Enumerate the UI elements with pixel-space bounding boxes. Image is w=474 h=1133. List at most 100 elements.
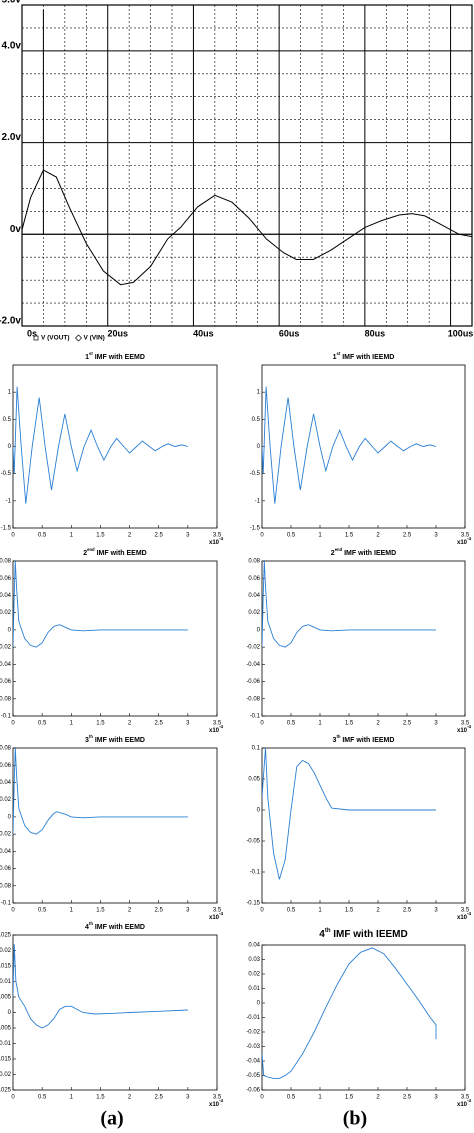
y-tick-label: 2.0v (2, 132, 22, 143)
title-superscript: th (325, 928, 331, 934)
legend-label: V (VIN) (84, 335, 105, 342)
title-ordinal: 1 (85, 354, 89, 361)
y-tick-label: 0 (257, 444, 261, 450)
title-superscript: end (335, 547, 343, 552)
x-tick-label: 0.5 (38, 721, 47, 727)
title-text: IMF with IEEMD (342, 550, 396, 557)
y-tick-label: 0.06 (0, 576, 12, 582)
x-tick-label: 3 (434, 908, 438, 914)
title-text: IMF with IEEMD (340, 354, 394, 361)
title-text: IMF with IEEMD (331, 929, 408, 940)
y-tick-label: -0.04 (246, 1059, 260, 1065)
chart-title: 2end IMF with EEMD (83, 547, 146, 557)
x-tick-label: 1.5 (345, 721, 354, 727)
x-tick-label: 2.5 (155, 533, 164, 539)
chart-title: 1st IMF with IEEMD (333, 351, 395, 361)
multiplier-base: x10 (209, 728, 220, 734)
y-tick-label: 0.02 (248, 610, 260, 616)
y-tick-label: -1.5 (250, 526, 261, 532)
plot-frame (261, 944, 466, 1091)
x-tick-label: 2.5 (155, 721, 164, 727)
multiplier-exponent: -4 (219, 536, 223, 541)
y-tick-label: 0.08 (0, 746, 12, 752)
y-tick-label: 0.04 (248, 593, 260, 599)
y-tick-label: 1 (257, 390, 261, 396)
x-tick-label: 1 (318, 908, 322, 914)
x-tick-label: 0.5 (38, 533, 47, 539)
x-tick-label: 0.5 (287, 1095, 296, 1101)
y-tick-label: 0.03 (248, 957, 260, 963)
y-tick-label: -0.1 (1, 714, 12, 720)
x-tick-label: 1.5 (345, 533, 354, 539)
x-tick-label: 1.5 (345, 1095, 354, 1101)
y-tick-label: -1 (255, 498, 261, 504)
title-text: IMF with EEMD (93, 354, 145, 361)
caption: (b) (343, 1108, 367, 1130)
x-tick-label: 3 (434, 1095, 438, 1101)
x-multiplier: x10-4 (457, 1098, 472, 1107)
x-tick-label: 2 (128, 908, 132, 914)
y-tick-label: 0.02 (0, 948, 12, 954)
x-tick-label: 1.5 (96, 1095, 105, 1101)
x-multiplier: x10-4 (209, 724, 224, 733)
x-tick-label: 3.5 (461, 1095, 470, 1101)
x-tick-label: 2.5 (403, 1095, 412, 1101)
x-tick-label: 3 (434, 721, 438, 727)
title-superscript: th (89, 921, 93, 926)
x-tick-label: 2 (128, 533, 132, 539)
y-tick-label: -0.015 (0, 1057, 12, 1063)
y-tick-label: -0.04 (0, 849, 12, 855)
multiplier-base: x10 (457, 728, 468, 734)
y-tick-label: 0 (257, 1001, 261, 1007)
x-tick-label: 1 (70, 533, 74, 539)
series-line (262, 947, 437, 1079)
y-tick-label: -0.1 (250, 870, 261, 876)
chart-title: 4th IMF with IEEMD (319, 928, 407, 940)
x-tick-label: 1 (318, 721, 322, 727)
x-multiplier: x10-4 (209, 536, 224, 545)
x-tick-label: 2 (376, 533, 380, 539)
multiplier-base: x10 (209, 1102, 220, 1108)
y-tick-label: 0.5 (3, 417, 12, 423)
x-tick-label: 1.5 (96, 908, 105, 914)
series-line (22, 9, 472, 235)
caption: (a) (100, 1108, 123, 1130)
multiplier-base: x10 (209, 540, 220, 546)
chart-title: 1st IMF with EEMD (85, 351, 145, 361)
y-tick-label: 0 (257, 627, 261, 633)
x-tick-label: 0 (11, 533, 15, 539)
x-tick-label: 0 (11, 908, 15, 914)
multiplier-base: x10 (457, 540, 468, 546)
chart-title: 4th IMF with EEMD (85, 921, 145, 931)
y-tick-label: -0.06 (246, 679, 260, 685)
x-tick-label: 3 (186, 533, 190, 539)
x-tick-label: 100us (448, 328, 474, 338)
series-line (13, 748, 188, 835)
y-tick-label: -0.5 (1, 471, 12, 477)
y-tick-label: -0.02 (0, 832, 12, 838)
plot-frame (261, 747, 466, 904)
x-tick-label: 2 (128, 1095, 132, 1101)
title-ordinal: 2 (331, 550, 335, 557)
x-tick-label: 1 (70, 1095, 74, 1101)
y-tick-label: -0.01 (246, 1015, 260, 1021)
y-tick-label: -1 (6, 498, 12, 504)
y-tick-label: -0.02 (0, 1072, 12, 1078)
series-line (13, 561, 188, 648)
y-tick-label: -0.08 (0, 883, 12, 889)
y-tick-label: 0.1 (252, 746, 261, 752)
y-tick-label: -0.02 (0, 645, 12, 651)
x-tick-label: 2.5 (155, 908, 164, 914)
chart-title: 2end IMF with IEEMD (331, 547, 396, 557)
title-superscript: end (87, 547, 95, 552)
x-tick-label: 2.5 (403, 908, 412, 914)
y-tick-label: 5.0v (2, 0, 22, 6)
x-tick-label: 3 (434, 533, 438, 539)
x-tick-label: 3.5 (213, 533, 222, 539)
title-superscript: st (89, 351, 93, 356)
series-line (262, 386, 437, 504)
y-tick-label: 0.08 (248, 559, 260, 565)
x-tick-label: 0.5 (287, 533, 296, 539)
